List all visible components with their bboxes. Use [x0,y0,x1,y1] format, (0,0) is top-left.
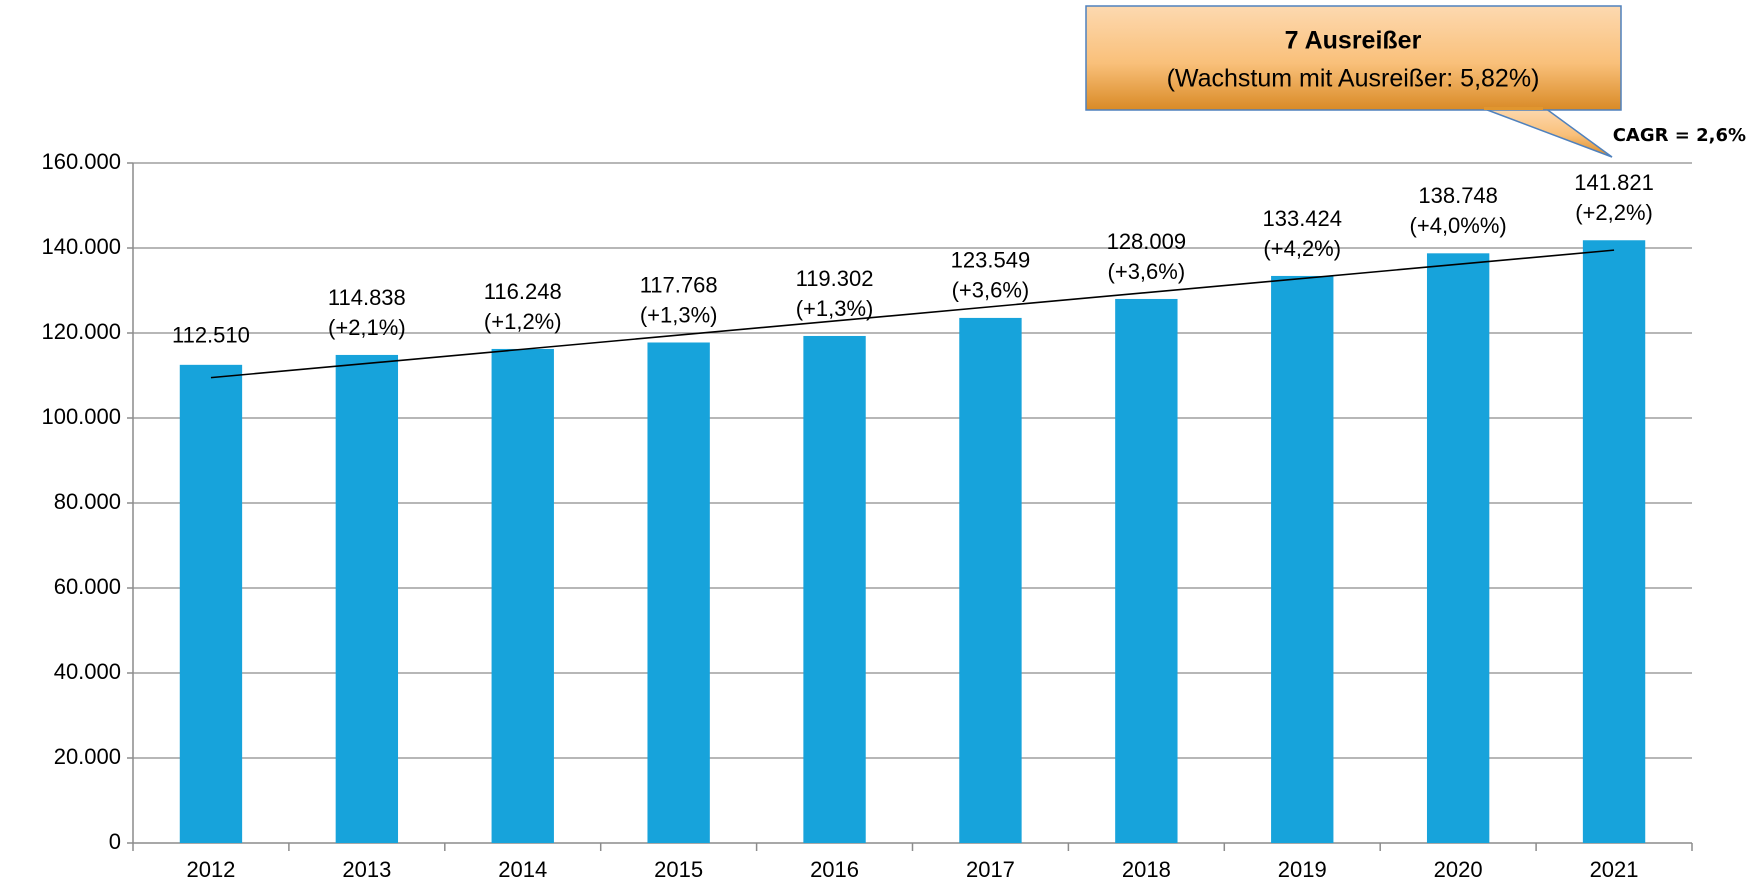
x-tick-label: 2019 [1278,857,1327,882]
bar [959,317,1022,843]
y-tick-label: 120.000 [41,319,121,344]
y-tick-label: 40.000 [54,659,121,684]
callout-pointer [1481,107,1613,158]
x-tick-label: 2015 [654,857,703,882]
bar [179,364,243,843]
y-tick-label: 140.000 [41,234,121,259]
y-tick-label: 60.000 [54,574,121,599]
x-tick-label: 2014 [498,857,547,882]
value-label: 138.748 [1418,183,1498,208]
cagr-annotation: CAGR = 2,6% [1613,125,1746,146]
growth-label: (+1,2%) [484,309,562,334]
growth-label: (+1,3%) [640,302,718,327]
callout-text: (Wachstum mit Ausreißer: 5,82%) [1167,65,1540,93]
bar [647,342,710,843]
callout-box [1085,5,1622,111]
bar [1582,240,1646,844]
y-tick-label: 20.000 [54,744,121,769]
x-tick-label: 2021 [1590,857,1639,882]
value-label: 116.248 [484,279,562,304]
x-tick-label: 2020 [1434,857,1483,882]
bar [1271,275,1334,843]
growth-label: (+3,6%) [952,278,1030,303]
x-tick-label: 2013 [342,857,391,882]
growth-label: (+2,1%) [328,315,406,340]
value-label: 141.821 [1574,170,1654,195]
x-tick-label: 2016 [810,857,859,882]
value-label: 133.424 [1262,206,1342,231]
y-tick-label: 80.000 [54,489,121,514]
y-tick-label: 0 [109,829,121,854]
bar [803,335,866,843]
y-tick-label: 160.000 [41,149,121,174]
value-label: 112.510 [172,323,250,348]
trend-line [210,249,1615,379]
x-tick-label: 2012 [186,857,235,882]
value-label: 123.549 [951,248,1031,273]
bar [335,354,399,843]
x-tick-label: 2018 [1122,857,1171,882]
plot-area: 0 20.000 40.000 60.000 80.000 100.000 120.000 1… [41,149,1693,882]
growth-label: (+3,6%) [1108,259,1186,284]
growth-label: (+4,2%) [1263,236,1341,261]
value-label: 128.009 [1107,229,1187,254]
growth-label: (+2,2%) [1575,200,1653,225]
growth-label: (+4,0%%) [1410,213,1507,238]
bar [1115,298,1178,843]
growth-label: (+1,3%) [796,296,874,321]
value-label: 119.302 [796,266,874,291]
callout-title: 7 Ausreißer [1285,27,1422,55]
bar [491,348,554,843]
y-tick-label: 100.000 [41,404,121,429]
x-tick-label: 2017 [966,857,1015,882]
value-label: 117.768 [640,272,718,297]
bar [1426,253,1490,844]
value-label: 114.838 [328,285,406,310]
